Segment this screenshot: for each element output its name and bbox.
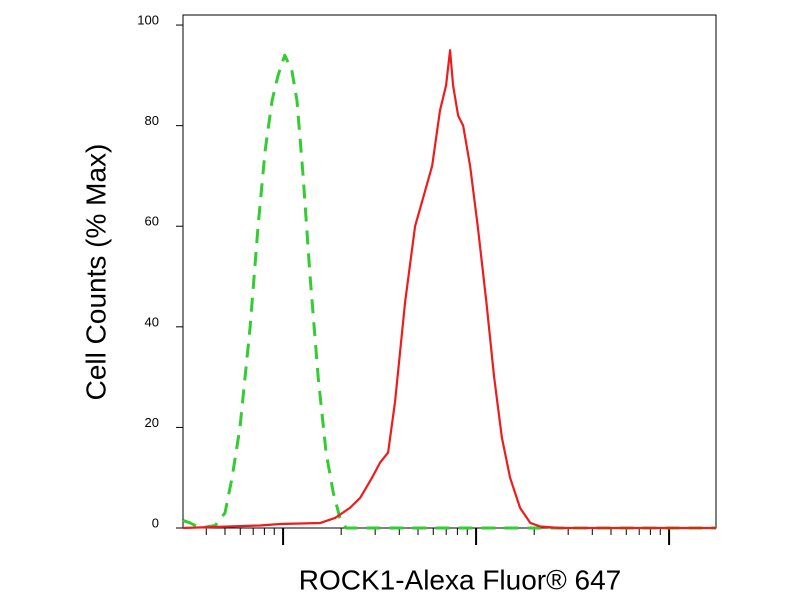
histogram-line <box>182 53 716 530</box>
y-tick-label: 20 <box>145 415 159 430</box>
y-tick-label: 40 <box>145 314 159 329</box>
y-tick-label: 80 <box>145 113 159 128</box>
y-tick-label: 100 <box>137 12 159 27</box>
histogram-line <box>182 49 716 530</box>
y-tick-label: 60 <box>145 214 159 229</box>
plot-frame <box>182 14 717 529</box>
x-axis-label: ROCK1-Alexa Fluor® 647 <box>299 564 622 595</box>
y-tick-label: 0 <box>152 515 159 530</box>
y-axis-label: Cell Counts (% Max) <box>80 144 111 401</box>
